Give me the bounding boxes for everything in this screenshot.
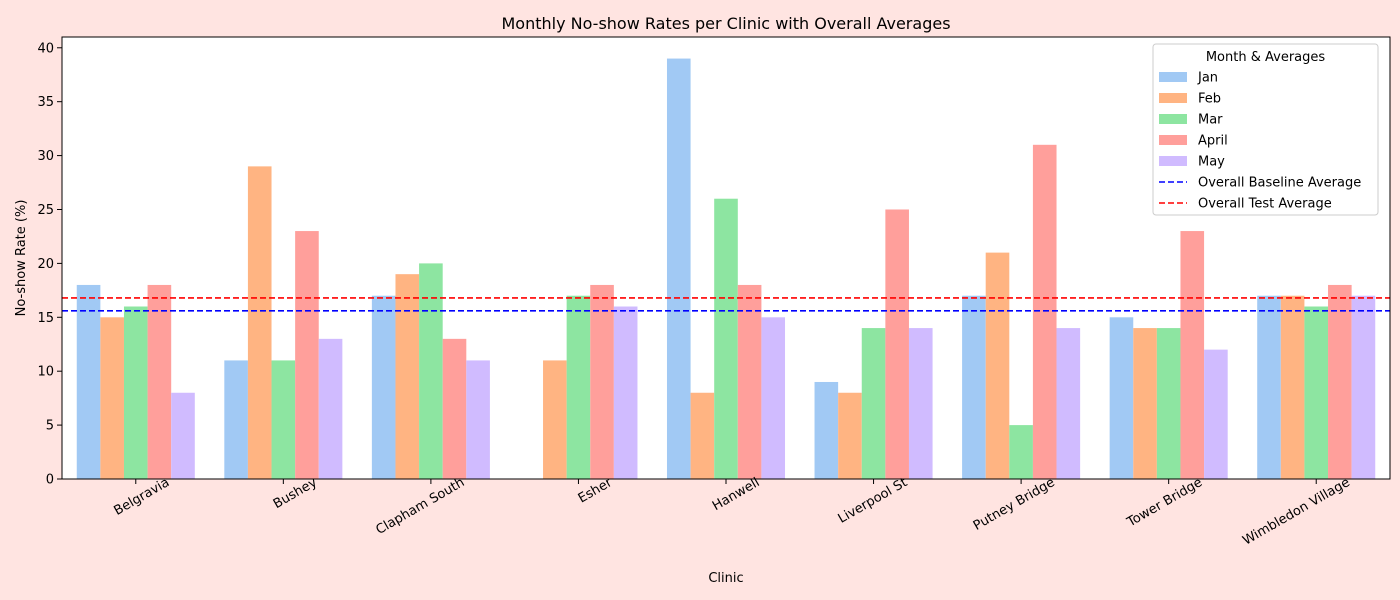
legend-label-3: April xyxy=(1198,134,1228,149)
bar-april-esher xyxy=(590,284,614,479)
x-axis-label: Clinic xyxy=(708,571,743,586)
y-tick-label: 40 xyxy=(37,41,54,56)
bar-mar-liverpool-st xyxy=(861,328,886,479)
legend-swatch-0 xyxy=(1159,72,1187,82)
legend: Month & Averages Jan Feb Mar April May Overal… xyxy=(1152,43,1379,216)
legend-swatch-3 xyxy=(1159,135,1187,145)
y-tick-label: 30 xyxy=(37,149,54,164)
bar-april-tower-bridge xyxy=(1180,231,1205,479)
y-tick-label: 15 xyxy=(37,311,54,326)
x-tick-label: Tower Bridge xyxy=(1124,475,1205,531)
bar-feb-tower-bridge xyxy=(1133,328,1157,479)
bar-feb-putney-bridge xyxy=(985,252,1010,479)
bar-may-belgravia xyxy=(171,392,195,479)
bar-jan-clapham-south xyxy=(371,295,396,479)
bar-april-liverpool-st xyxy=(885,209,909,480)
bar-feb-esher xyxy=(543,360,567,479)
bar-mar-esher xyxy=(566,295,591,479)
y-tick-label: 10 xyxy=(37,365,54,380)
bar-may-hanwell xyxy=(761,317,786,479)
y-tick-label: 20 xyxy=(37,257,54,272)
bar-mar-hanwell xyxy=(714,198,738,479)
chart-title: Monthly No-show Rates per Clinic with Ov… xyxy=(501,14,950,33)
bar-may-wimbledon-village xyxy=(1351,295,1376,479)
x-tick-label: Belgravia xyxy=(112,475,173,519)
y-axis-label: No-show Rate (%) xyxy=(14,200,29,317)
bar-feb-bushey xyxy=(247,166,272,480)
bar-april-putney-bridge xyxy=(1032,144,1057,479)
bar-april-clapham-south xyxy=(442,338,467,479)
bar-may-liverpool-st xyxy=(908,328,933,479)
bar-may-putney-bridge xyxy=(1056,328,1081,479)
bar-may-esher xyxy=(613,306,638,479)
bar-mar-wimbledon-village xyxy=(1304,306,1329,479)
bar-jan-tower-bridge xyxy=(1109,317,1134,479)
bar-mar-bushey xyxy=(271,360,296,479)
legend-swatch-4 xyxy=(1159,156,1187,166)
bar-feb-wimbledon-village xyxy=(1280,295,1305,479)
legend-label-6: Overall Test Average xyxy=(1198,197,1332,212)
bar-mar-belgravia xyxy=(123,306,148,479)
x-tick-label: Clapham South xyxy=(373,475,467,538)
legend-box xyxy=(1152,43,1379,216)
bar-feb-belgravia xyxy=(100,317,124,479)
bar-jan-liverpool-st xyxy=(814,381,839,479)
legend-label-0: Jan xyxy=(1197,71,1218,86)
bar-feb-clapham-south xyxy=(395,274,420,479)
x-tick-label: Liverpool St xyxy=(836,475,910,527)
y-tick-label: 0 xyxy=(46,473,54,488)
x-tick-label: Esher xyxy=(576,475,616,507)
bar-jan-hanwell xyxy=(666,58,691,479)
bar-mar-tower-bridge xyxy=(1156,328,1181,479)
legend-label-1: Feb xyxy=(1198,92,1221,107)
bar-may-tower-bridge xyxy=(1204,349,1228,479)
y-tick-label: 25 xyxy=(37,203,54,218)
x-tick-label: Putney Bridge xyxy=(971,475,1058,534)
x-tick-label: Bushey xyxy=(271,475,320,512)
legend-label-2: Mar xyxy=(1198,113,1223,128)
legend-label-5: Overall Baseline Average xyxy=(1198,176,1361,191)
y-tick-label: 5 xyxy=(46,419,54,434)
bar-april-wimbledon-village xyxy=(1328,284,1352,479)
bar-jan-belgravia xyxy=(76,284,101,479)
bar-may-clapham-south xyxy=(466,360,490,479)
bar-mar-clapham-south xyxy=(419,263,443,479)
bar-feb-hanwell xyxy=(690,392,715,479)
bar-feb-liverpool-st xyxy=(838,392,862,479)
bar-april-hanwell xyxy=(737,284,762,479)
y-tick-label: 35 xyxy=(37,95,54,110)
bar-jan-putney-bridge xyxy=(962,295,986,479)
legend-swatch-1 xyxy=(1159,93,1187,103)
legend-title: Month & Averages xyxy=(1206,50,1326,65)
bar-may-bushey xyxy=(318,338,343,479)
bar-april-bushey xyxy=(295,231,319,479)
bar-jan-wimbledon-village xyxy=(1257,295,1281,479)
bar-jan-bushey xyxy=(224,360,248,479)
x-tick-label: Wimbledon Village xyxy=(1240,475,1352,548)
legend-swatch-2 xyxy=(1159,114,1187,124)
bar-mar-putney-bridge xyxy=(1009,425,1033,479)
bar-april-belgravia xyxy=(147,284,172,479)
legend-label-4: May xyxy=(1198,155,1225,170)
x-tick-label: Hanwell xyxy=(710,475,762,514)
